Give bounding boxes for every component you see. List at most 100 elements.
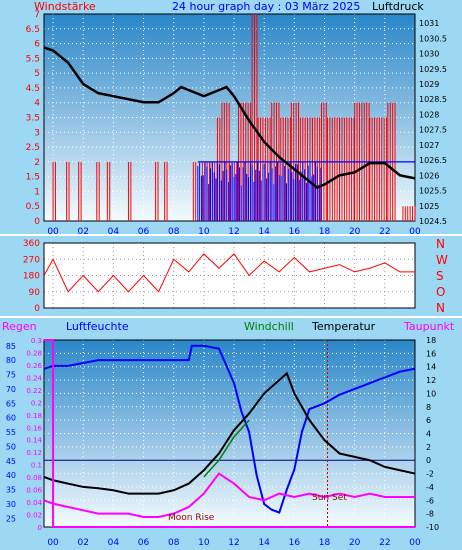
dewpoint-label: Taupunkt [403, 320, 455, 333]
hour-tick-label: 06 [138, 227, 150, 237]
wind-tick-label: 5.5 [26, 54, 40, 64]
wind-tick-label: 4 [34, 99, 40, 109]
humidity-tick-label: 30 [6, 500, 16, 509]
wind-tick-label: 6 [34, 40, 40, 50]
pressure-tick-label: 1026 [419, 171, 439, 180]
pressure-tick-label: 1025.5 [419, 187, 447, 196]
temperature-tick-label: 12 [426, 376, 436, 385]
humidity-temperature-plot-area [44, 340, 415, 527]
hour-tick-label: 12 [228, 538, 239, 548]
humidity-tick-label: 55 [6, 428, 16, 437]
temperature-tick-label: 18 [426, 336, 436, 345]
pressure-tick-label: 1027.5 [419, 126, 447, 135]
rain-tick-label: 0.24 [26, 374, 42, 382]
humidity-tick-label: 80 [6, 356, 16, 365]
direction-letter-n-bottom: N [436, 301, 445, 315]
wind-tick-label: 4.5 [26, 84, 40, 94]
humidity-tick-label: 75 [6, 371, 16, 380]
rain-tick-label: 0.14 [26, 437, 42, 445]
temperature-tick-label: -6 [426, 496, 434, 505]
chart-title: 24 hour graph day : 03 März 2025 [172, 0, 360, 13]
pressure-tick-label: 1029 [419, 80, 439, 89]
hour-tick-label: 08 [168, 538, 180, 548]
direction-tick-label: 90 [29, 288, 41, 298]
dewpoint-line [43, 472, 415, 518]
humidity-label: Luftfeuchte [66, 320, 129, 333]
temperature-line [43, 371, 416, 495]
rain-tick-label: 0.02 [26, 512, 42, 520]
hour-tick-label: 06 [138, 538, 150, 548]
direction-line [43, 253, 415, 293]
pressure-tick-label: 1030 [419, 50, 439, 59]
wind-tick-label: 0.5 [26, 202, 40, 212]
pressure-tick-label: 1027 [419, 141, 439, 150]
wind-tick-label: 1.5 [26, 173, 40, 183]
humidity-tick-label: 25 [6, 514, 16, 523]
sun-set-label: Sun Set [312, 493, 347, 503]
rain-tick-label: 0.16 [26, 424, 42, 432]
rain-tick-label: 0 [38, 524, 42, 532]
rain-tick-label: 0.2 [31, 399, 42, 407]
hour-tick-label: 10 [198, 227, 210, 237]
rain-tick-label: 0.18 [26, 412, 42, 420]
wind-tick-label: 2 [34, 158, 40, 168]
pressure-tick-label: 1031 [419, 19, 439, 28]
temperature-tick-label: -8 [426, 510, 434, 519]
hour-tick-label: 20 [349, 227, 361, 237]
windchill-line [203, 419, 250, 478]
rain-tick-label: 0.12 [26, 449, 42, 457]
windchill-label: Windchill [244, 320, 294, 333]
direction-letter-o: O [436, 285, 445, 299]
hour-tick-label: 00 [47, 227, 59, 237]
wind-tick-label: 0 [34, 217, 40, 227]
hour-tick-label: 12 [228, 227, 239, 237]
hour-tick-label: 08 [168, 227, 180, 237]
temperature-tick-label: -4 [426, 483, 434, 492]
hour-tick-label: 22 [379, 227, 390, 237]
pressure-tick-label: 1029.5 [419, 65, 447, 74]
wind-strength-label: Windstärke [34, 0, 96, 13]
wind-tick-label: 1 [34, 187, 40, 197]
hour-tick-label: 14 [258, 227, 270, 237]
temperature-tick-label: 4 [426, 430, 431, 439]
pressure-tick-label: 1024.5 [419, 217, 447, 226]
rain-tick-label: 0.04 [26, 499, 42, 507]
wind-tick-label: 6.5 [26, 25, 40, 35]
hour-tick-label: 00 [47, 538, 59, 548]
rain-tick-label: 0.06 [26, 487, 42, 495]
hour-tick-label: 00 [409, 227, 421, 237]
temperature-tick-label: 10 [426, 389, 436, 398]
temperature-tick-label: 8 [426, 403, 431, 412]
direction-letter-s: S [436, 269, 444, 283]
direction-tick-label: 360 [23, 239, 40, 249]
hour-tick-label: 00 [409, 538, 421, 548]
humidity-tick-label: 85 [6, 342, 16, 351]
pressure-tick-label: 1028 [419, 110, 439, 119]
hour-tick-label: 16 [289, 538, 301, 548]
rain-tick-label: 0.1 [31, 462, 42, 470]
hour-tick-label: 18 [319, 227, 331, 237]
rain-label: Regen [2, 320, 37, 333]
temperature-tick-label: 6 [426, 416, 431, 425]
hour-tick-label: 02 [77, 227, 88, 237]
rain-tick-label: 0.26 [26, 362, 42, 370]
rain-line [44, 339, 415, 528]
wind-tick-label: 5 [34, 69, 40, 79]
hour-tick-label: 20 [349, 538, 361, 548]
direction-tick-label: 270 [23, 255, 40, 265]
wind-tick-label: 3.5 [26, 114, 40, 124]
hour-tick-label: 22 [379, 538, 390, 548]
temperature-tick-label: 16 [426, 349, 436, 358]
temperature-tick-label: -10 [426, 523, 439, 532]
temperature-tick-label: 2 [426, 443, 431, 452]
temperature-label: Temperatur [311, 320, 376, 333]
direction-tick-label: 180 [23, 272, 40, 282]
temperature-tick-label: -2 [426, 470, 434, 479]
humidity-tick-label: 45 [6, 457, 16, 466]
wind-tick-label: 7 [34, 10, 40, 20]
direction-plot-area [44, 243, 415, 308]
hour-tick-label: 04 [108, 538, 120, 548]
pressure-tick-label: 1025 [419, 202, 439, 211]
hour-tick-label: 16 [289, 227, 301, 237]
